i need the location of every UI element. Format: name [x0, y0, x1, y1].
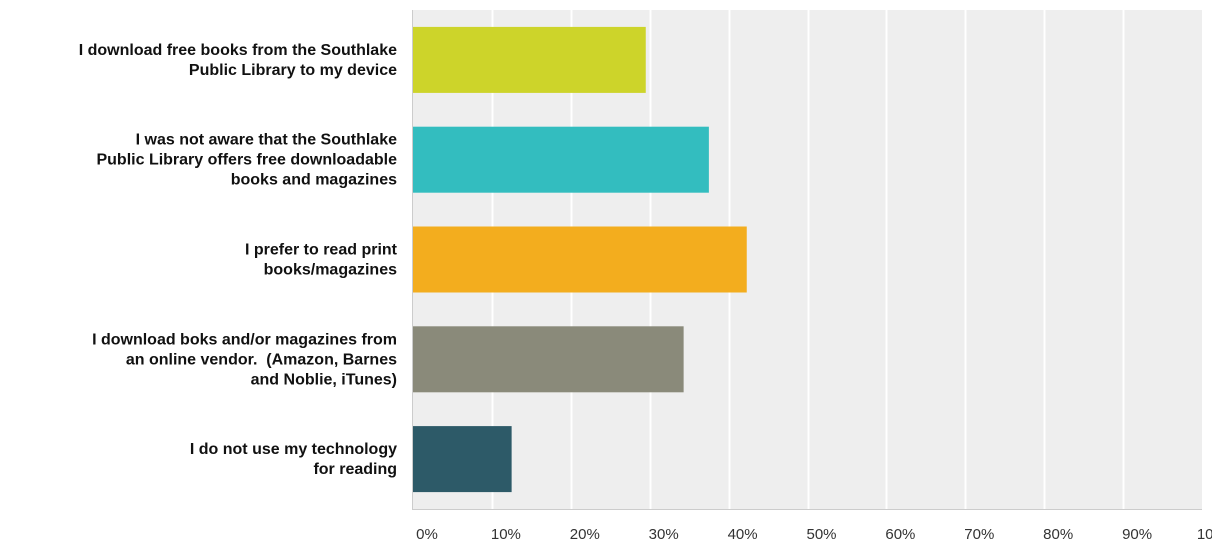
- category-label-line: I was not aware that the Southlake: [136, 132, 397, 149]
- category-label-line: I download free books from the Southlake: [79, 42, 397, 59]
- x-tick-label: 40%: [728, 526, 758, 543]
- x-tick-label: 100%: [1197, 526, 1212, 543]
- x-tick-label: 10%: [491, 526, 521, 543]
- x-tick-label: 50%: [806, 526, 836, 543]
- bar-1: [413, 26, 646, 93]
- bar-3: [413, 226, 747, 293]
- category-labels: I download free books from the Southlake…: [79, 42, 398, 478]
- category-label-5: I do not use my technology for reading: [190, 441, 397, 478]
- x-tick-label: 70%: [964, 526, 994, 543]
- bar-4: [413, 326, 684, 393]
- category-label-line: books and magazines: [231, 172, 397, 189]
- category-label-2: I was not aware that the Southlake Public…: [96, 132, 397, 189]
- category-label-line: I prefer to read print: [245, 242, 398, 259]
- x-tick-label: 0%: [416, 526, 438, 543]
- x-axis-tick-labels: 0% 10% 20% 30% 40% 50% 60% 70% 80% 90% 100%: [416, 526, 1212, 543]
- category-label-line: and Noblie, iTunes): [251, 371, 397, 388]
- x-tick-label: 20%: [570, 526, 600, 543]
- category-label-line: books/magazines: [264, 262, 397, 279]
- bar-5: [413, 426, 512, 493]
- category-label-line: for reading: [313, 461, 397, 478]
- category-label-3: I prefer to read print books/magazines: [245, 242, 398, 279]
- category-label-line: I download boks and/or magazines from: [92, 331, 397, 348]
- x-tick-label: 90%: [1122, 526, 1152, 543]
- category-label-line: Public Library offers free downloadable: [96, 152, 397, 169]
- category-label-line: I do not use my technology: [190, 441, 397, 458]
- category-label-4: I download boks and/or magazines from an …: [92, 331, 397, 388]
- bar-2: [413, 126, 709, 193]
- x-tick-label: 60%: [885, 526, 915, 543]
- category-label-line: an online vendor. (Amazon, Barnes: [126, 351, 397, 368]
- bars: [413, 26, 747, 493]
- category-label-1: I download free books from the Southlake…: [79, 42, 397, 79]
- category-label-line: Public Library to my device: [189, 62, 397, 79]
- x-tick-label: 30%: [649, 526, 679, 543]
- x-tick-label: 80%: [1043, 526, 1073, 543]
